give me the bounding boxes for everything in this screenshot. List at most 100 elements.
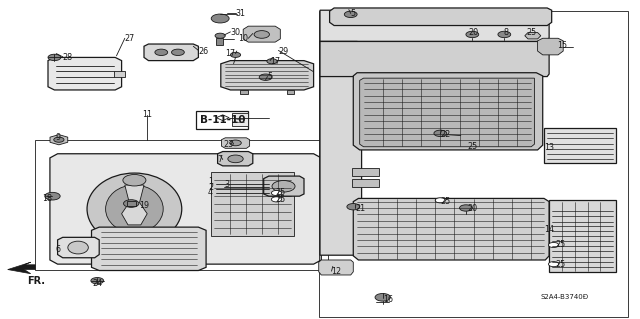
Text: 5: 5	[268, 72, 273, 81]
Polygon shape	[58, 237, 99, 258]
Text: 27: 27	[125, 34, 135, 43]
Bar	[352, 168, 379, 176]
Circle shape	[259, 74, 272, 80]
Text: 24: 24	[93, 279, 103, 288]
Bar	[319, 11, 628, 317]
Text: 25: 25	[556, 260, 566, 269]
Polygon shape	[144, 44, 198, 61]
Polygon shape	[320, 41, 549, 77]
Polygon shape	[287, 90, 294, 94]
Text: 8: 8	[503, 28, 508, 37]
Circle shape	[347, 204, 360, 210]
Circle shape	[272, 181, 295, 192]
Text: 25: 25	[526, 28, 536, 37]
Text: 11: 11	[142, 110, 152, 119]
Bar	[196, 111, 248, 129]
Text: 21: 21	[355, 204, 365, 213]
Text: 20: 20	[467, 204, 477, 213]
Circle shape	[48, 54, 61, 61]
Text: 31: 31	[236, 9, 246, 18]
Polygon shape	[319, 260, 353, 275]
Polygon shape	[360, 78, 534, 147]
Text: 14: 14	[544, 225, 554, 234]
Text: 13: 13	[544, 143, 554, 152]
Circle shape	[124, 200, 139, 207]
Text: 30: 30	[230, 28, 241, 37]
Text: 22: 22	[440, 130, 451, 139]
Text: 29: 29	[278, 47, 289, 56]
Circle shape	[375, 293, 390, 301]
Circle shape	[460, 205, 472, 211]
Text: 17: 17	[225, 49, 236, 58]
Circle shape	[54, 137, 64, 142]
Circle shape	[123, 174, 146, 186]
Polygon shape	[122, 185, 147, 225]
Text: FR.: FR.	[27, 276, 45, 286]
Polygon shape	[8, 262, 35, 274]
Text: 28: 28	[63, 53, 73, 62]
Text: 20: 20	[468, 28, 479, 37]
Circle shape	[155, 49, 168, 56]
Polygon shape	[330, 8, 552, 26]
Text: 23: 23	[223, 140, 234, 149]
Polygon shape	[50, 135, 68, 145]
Polygon shape	[221, 138, 250, 148]
Text: 25: 25	[440, 197, 451, 206]
Text: 25: 25	[275, 189, 285, 197]
Circle shape	[215, 33, 225, 38]
Polygon shape	[221, 61, 314, 90]
Circle shape	[271, 197, 282, 202]
Circle shape	[254, 31, 269, 38]
Text: 19: 19	[140, 201, 150, 210]
Text: 25: 25	[467, 142, 477, 151]
Text: 5: 5	[351, 9, 356, 18]
Ellipse shape	[106, 185, 163, 233]
Circle shape	[435, 198, 445, 203]
Circle shape	[271, 190, 282, 196]
Text: 3: 3	[224, 180, 229, 189]
Circle shape	[267, 59, 277, 64]
Text: 15: 15	[557, 41, 567, 50]
Polygon shape	[320, 10, 549, 41]
Polygon shape	[216, 38, 223, 45]
Text: 6: 6	[56, 245, 61, 254]
Polygon shape	[538, 38, 563, 55]
Polygon shape	[525, 33, 541, 39]
Text: 2: 2	[208, 183, 213, 192]
Text: 12: 12	[332, 267, 342, 276]
Text: S2A4-B3740Ð: S2A4-B3740Ð	[541, 294, 589, 300]
Polygon shape	[114, 71, 125, 77]
Circle shape	[91, 278, 104, 284]
Text: 25: 25	[556, 241, 566, 249]
Text: 18: 18	[42, 194, 52, 203]
Polygon shape	[332, 10, 451, 21]
Circle shape	[172, 49, 184, 56]
Circle shape	[45, 192, 60, 200]
Polygon shape	[50, 154, 321, 264]
Bar	[232, 113, 248, 126]
Polygon shape	[320, 41, 362, 255]
Text: 4: 4	[208, 189, 213, 197]
Bar	[544, 128, 616, 163]
Circle shape	[211, 14, 229, 23]
Polygon shape	[264, 176, 304, 196]
Polygon shape	[218, 152, 253, 166]
Text: 10: 10	[238, 34, 248, 43]
Polygon shape	[353, 73, 543, 150]
Text: 26: 26	[198, 47, 209, 56]
Text: B-11-10: B-11-10	[200, 115, 246, 125]
Text: 9: 9	[56, 133, 61, 142]
Bar	[211, 172, 294, 236]
Bar	[352, 179, 379, 187]
Text: 1: 1	[208, 177, 213, 186]
Polygon shape	[240, 90, 248, 94]
Polygon shape	[92, 227, 206, 271]
Text: 25: 25	[275, 195, 285, 204]
Polygon shape	[48, 57, 122, 90]
Circle shape	[228, 155, 243, 163]
Ellipse shape	[87, 173, 182, 245]
Circle shape	[230, 140, 241, 146]
Bar	[35, 140, 328, 270]
Text: 16: 16	[383, 295, 393, 304]
Polygon shape	[243, 26, 280, 42]
